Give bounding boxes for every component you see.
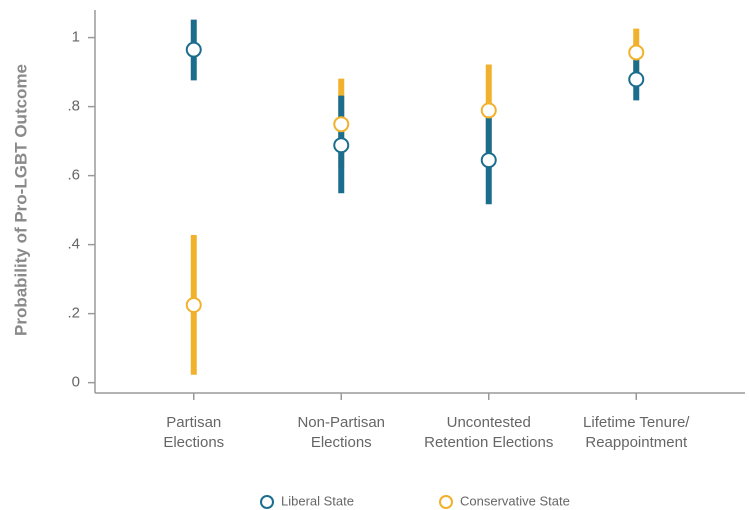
y-tick-label: .2 xyxy=(67,305,80,322)
point xyxy=(628,44,645,61)
legend-label: Liberal State xyxy=(281,493,354,508)
y-tick-label: .4 xyxy=(67,236,80,253)
point xyxy=(333,116,350,133)
legend-marker xyxy=(439,495,453,509)
point xyxy=(628,71,645,88)
x-tick-label: Elections xyxy=(163,434,224,451)
y-tick-label: 1 xyxy=(72,29,80,46)
x-tick-label: Reappointment xyxy=(585,434,688,451)
legend-label: Conservative State xyxy=(460,493,570,508)
point xyxy=(185,297,202,314)
x-tick-label: Partisan xyxy=(166,414,221,431)
legend-marker xyxy=(260,495,274,509)
point xyxy=(333,137,350,154)
x-tick-label: Retention Elections xyxy=(424,434,553,451)
y-tick-label: 0 xyxy=(72,374,80,391)
x-tick-label: Uncontested xyxy=(447,414,531,431)
x-tick-label: Lifetime Tenure/ xyxy=(583,414,690,431)
y-tick-label: .8 xyxy=(67,98,80,115)
point xyxy=(185,41,202,58)
point xyxy=(480,102,497,119)
x-tick-label: Non-Partisan xyxy=(297,414,385,431)
point xyxy=(480,152,497,169)
y-axis-label: Probability of Pro-LGBT Outcome xyxy=(11,64,30,336)
y-tick-label: .6 xyxy=(67,167,80,184)
x-tick-label: Elections xyxy=(311,434,372,451)
